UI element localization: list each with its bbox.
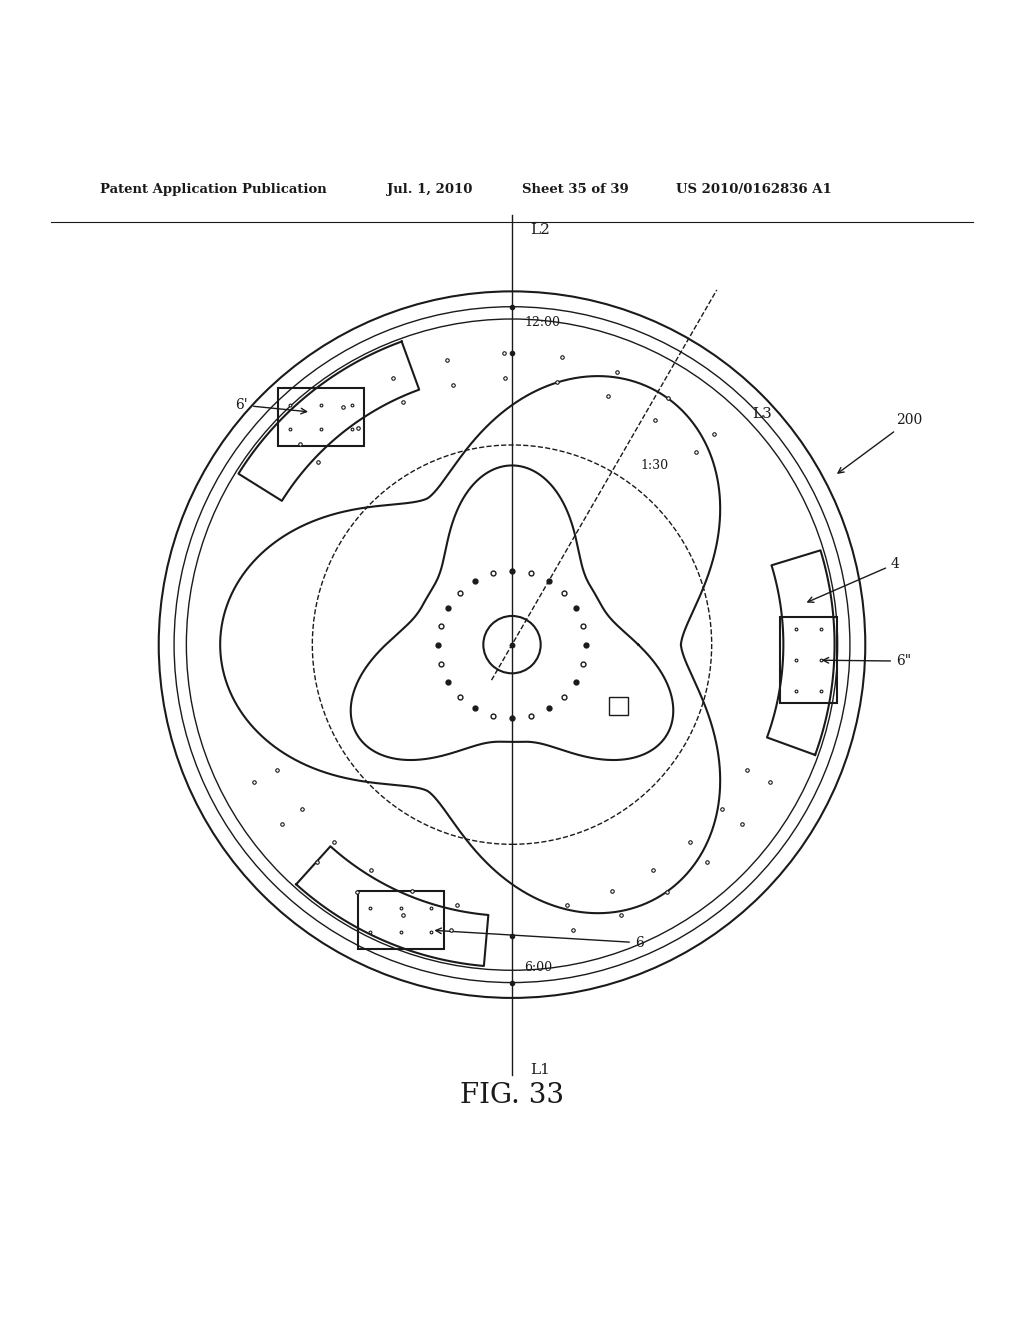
Text: Sheet 35 of 39: Sheet 35 of 39	[522, 183, 629, 197]
Text: FIG. 33: FIG. 33	[460, 1081, 564, 1109]
Text: 6': 6'	[236, 399, 306, 413]
Text: Jul. 1, 2010: Jul. 1, 2010	[387, 183, 472, 197]
Text: 200: 200	[838, 413, 923, 473]
Bar	[609, 697, 628, 715]
Text: 6": 6"	[823, 655, 911, 668]
Text: 6:00: 6:00	[524, 961, 552, 974]
Text: L2: L2	[530, 223, 550, 236]
Text: L3: L3	[753, 408, 772, 421]
Text: L1: L1	[530, 1063, 550, 1077]
Text: 4: 4	[808, 557, 900, 602]
Text: US 2010/0162836 A1: US 2010/0162836 A1	[676, 183, 831, 197]
Text: 6: 6	[436, 928, 644, 949]
Text: 12:00: 12:00	[524, 315, 560, 329]
Text: Patent Application Publication: Patent Application Publication	[100, 183, 327, 197]
Text: 1:30: 1:30	[640, 459, 668, 473]
